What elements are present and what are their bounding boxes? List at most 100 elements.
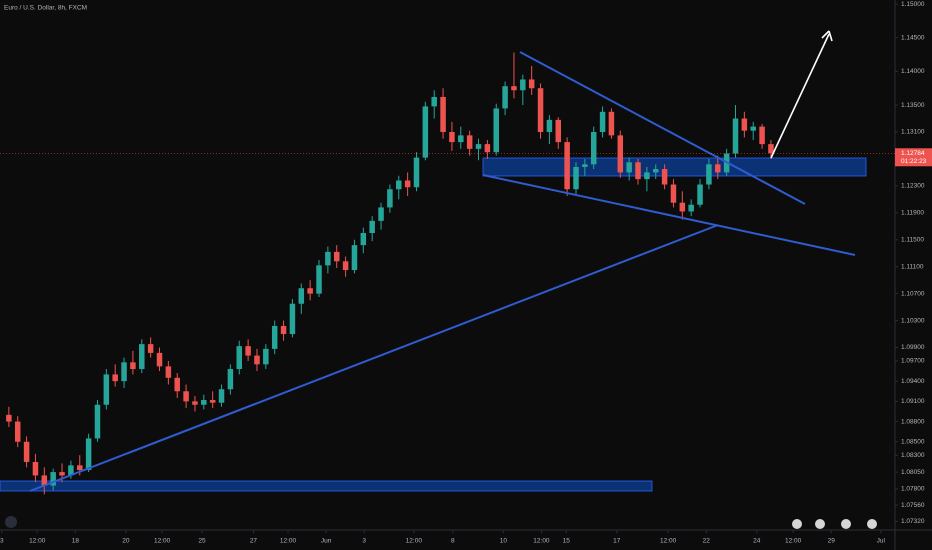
candle-body: [298, 288, 305, 304]
candle-body: [537, 88, 544, 132]
candle-body: [121, 362, 127, 382]
trendline: [519, 51, 806, 205]
event-icon[interactable]: [815, 519, 825, 529]
x-tick-label: 12:00: [660, 538, 677, 545]
candle-body: [378, 207, 384, 221]
candle-body: [254, 355, 260, 365]
x-tick-label: 18: [72, 538, 80, 545]
candle-body: [768, 144, 774, 154]
candle-body: [520, 79, 526, 91]
candle-body: [85, 438, 92, 471]
y-tick-label: 1.09700: [901, 358, 925, 365]
y-tick-label: 1.08500: [901, 438, 925, 445]
candle-body: [750, 126, 756, 131]
x-tick-label: 25: [198, 538, 206, 545]
candle-body: [458, 135, 464, 143]
y-tick-label: 1.07320: [901, 518, 925, 525]
candle-body: [103, 374, 110, 405]
arrow: [770, 33, 830, 159]
x-tick-label: 20: [122, 538, 130, 545]
x-tick-label: 8: [451, 538, 455, 545]
candle-body: [475, 144, 482, 149]
candle-body: [493, 108, 499, 153]
candle-body: [741, 118, 748, 131]
candle-body: [387, 189, 393, 208]
y-tick-label: 1.07560: [901, 502, 925, 509]
candle-body: [14, 421, 21, 442]
candle-body: [635, 162, 641, 180]
candle-body: [351, 245, 358, 271]
candle-body: [68, 465, 74, 476]
candle-body: [369, 220, 375, 234]
candle-body: [59, 472, 65, 476]
y-tick-label: 1.13500: [901, 102, 925, 109]
trendline: [29, 224, 719, 492]
candle-body: [130, 362, 136, 370]
candle-body: [404, 180, 411, 188]
candle-body: [156, 352, 163, 367]
y-tick-label: 1.10300: [901, 317, 925, 324]
candle-body: [564, 142, 570, 190]
x-tick-label: 3: [0, 538, 4, 545]
candle-body: [316, 265, 322, 294]
candle-body: [396, 180, 402, 190]
candle-body: [147, 344, 154, 353]
candle-body: [449, 131, 455, 143]
indicator-icons: [792, 519, 877, 529]
candle-body: [661, 169, 668, 185]
candle-body: [644, 172, 650, 180]
logo[interactable]: [5, 516, 17, 528]
candle-body: [227, 369, 234, 390]
y-tick-label: 1.08050: [901, 469, 925, 476]
x-tick-label: 24: [753, 538, 761, 545]
candle-body: [192, 401, 198, 405]
candle-body: [139, 344, 145, 370]
y-tick-label: 1.11100: [901, 263, 924, 270]
candle-body: [440, 96, 446, 132]
x-tick-label: 12:00: [29, 538, 46, 545]
y-tick-label: 1.14000: [901, 68, 925, 75]
x-tick-label: 12:00: [280, 538, 297, 545]
candle-body: [307, 288, 313, 294]
x-tick-label: 22: [703, 538, 711, 545]
x-tick-label: 29: [828, 538, 836, 545]
x-tick-label: 12:00: [785, 538, 802, 545]
candle-body: [697, 184, 703, 205]
candles: [6, 52, 774, 495]
x-tick-label: Jul: [877, 538, 886, 545]
candle-body: [502, 86, 508, 109]
candle-body: [360, 233, 367, 246]
price-tag: [895, 148, 932, 167]
candle-body: [422, 106, 429, 158]
event-icon[interactable]: [841, 519, 851, 529]
candle-body: [94, 404, 101, 439]
y-tick-label: 1.09900: [901, 344, 925, 351]
x-tick-label: 27: [250, 538, 258, 545]
y-tick-label: 1.15000: [901, 1, 925, 8]
y-tick-label: 1.11500: [901, 236, 924, 243]
candle-body: [431, 96, 437, 107]
candle-body: [555, 119, 562, 143]
candle-body: [582, 164, 588, 168]
x-tick-label: 10: [500, 538, 508, 545]
x-tick-label: 12:00: [406, 538, 423, 545]
candle-body: [280, 325, 287, 335]
trendline: [482, 174, 856, 256]
candle-body: [50, 472, 56, 486]
candle-body: [608, 111, 615, 136]
x-tick-label: Jun: [321, 538, 332, 545]
event-icon[interactable]: [867, 519, 877, 529]
y-tick-label: 1.07800: [901, 486, 925, 493]
y-tick-label: 1.08300: [901, 452, 925, 459]
candle-body: [112, 374, 118, 382]
y-tick-label: 1.10700: [901, 290, 925, 297]
supply-zone: [482, 157, 867, 177]
y-tick-label: 1.08800: [901, 418, 925, 425]
y-tick-label: 1.09400: [901, 378, 925, 385]
candle-body: [715, 164, 721, 173]
candle-body: [165, 366, 172, 378]
candle-body: [528, 79, 535, 89]
candle-body: [652, 169, 659, 173]
x-tick-label: 17: [613, 538, 621, 545]
event-icon[interactable]: [792, 519, 802, 529]
